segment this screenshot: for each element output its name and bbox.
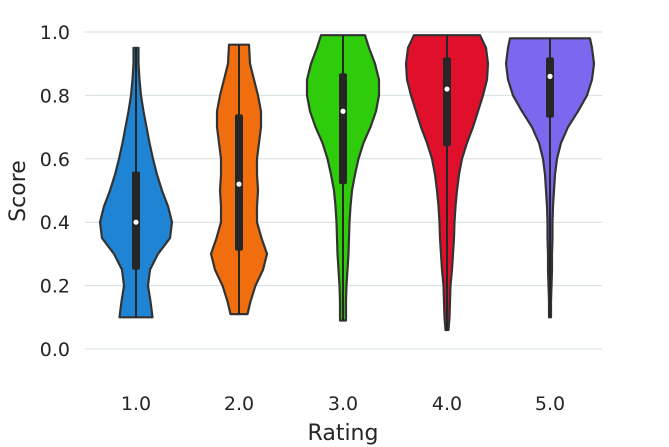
median-marker-5.0 [547,73,553,79]
iqr-box-5.0 [546,57,554,118]
y-tick-label: 0.0 [40,339,70,361]
y-tick-label: 0.6 [40,149,70,171]
iqr-box-4.0 [443,57,451,147]
x-tick-label: 4.0 [432,393,462,415]
x-tick-label: 1.0 [121,393,151,415]
x-tick-label: 3.0 [328,393,358,415]
y-tick-labels: 0.0 0.2 0.4 0.6 0.8 1.0 [40,22,70,361]
y-tick-label: 1.0 [40,22,70,44]
x-tick-label: 2.0 [224,393,254,415]
median-marker-3.0 [340,108,346,114]
y-tick-label: 0.4 [40,212,70,234]
median-marker-2.0 [236,181,242,187]
x-tick-label: 5.0 [535,393,565,415]
y-axis-label: Score [6,160,31,222]
violins [98,34,596,332]
median-marker-4.0 [444,86,450,92]
median-marker-1.0 [133,219,139,225]
x-tick-labels: 1.0 2.0 3.0 4.0 5.0 [121,393,565,415]
x-axis-label: Rating [308,421,379,446]
y-tick-label: 0.8 [40,85,70,107]
y-tick-label: 0.2 [40,276,70,298]
iqr-box-3.0 [339,73,347,185]
